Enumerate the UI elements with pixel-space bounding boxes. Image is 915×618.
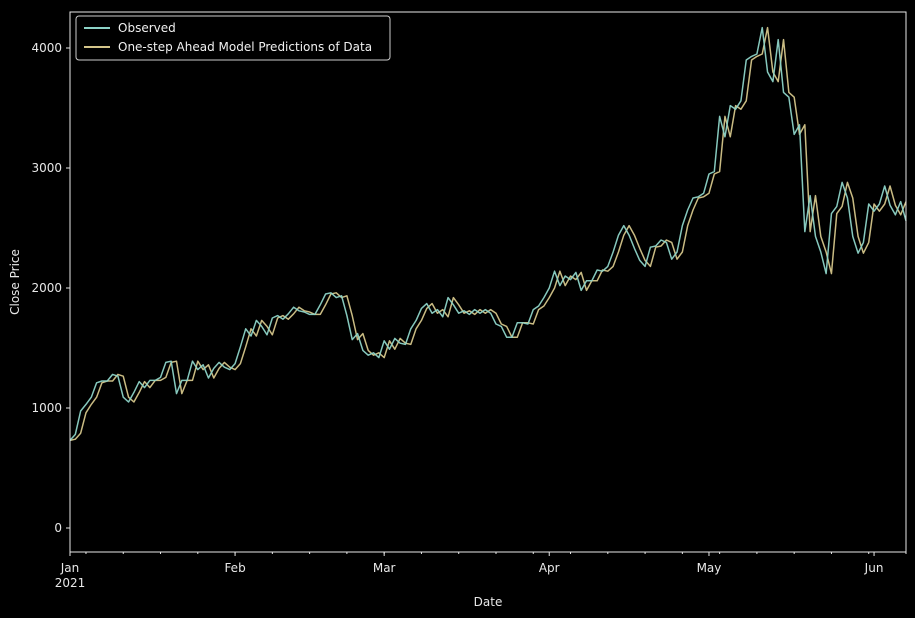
y-axis-label: Close Price: [8, 249, 22, 315]
x-tick-label: May: [697, 561, 722, 575]
plot-area-border: [69, 11, 907, 553]
legend-label-observed: Observed: [118, 21, 176, 35]
y-tick-label: 1000: [31, 401, 62, 415]
y-tick-label: 3000: [31, 161, 62, 175]
y-tick-label: 2000: [31, 281, 62, 295]
legend-box: [75, 15, 391, 61]
x-tick-label: Feb: [224, 561, 245, 575]
series-layer: [69, 26, 907, 442]
series-line-observed: [69, 26, 907, 441]
y-tick-label: 4000: [31, 41, 62, 55]
x-tick-sublabel: 2021: [55, 576, 86, 590]
x-tick-label: Apr: [539, 561, 560, 575]
x-axis-label: Date: [474, 595, 503, 609]
x-tick-label: Jan: [60, 561, 80, 575]
y-axis-ticks: 0 1000 2000 3000 4000: [31, 41, 70, 535]
y-tick-label: 0: [54, 521, 62, 535]
legend: Observed One-step Ahead Model Prediction…: [75, 15, 391, 61]
x-tick-label: Mar: [373, 561, 396, 575]
x-tick-label: Jun: [864, 561, 884, 575]
legend-label-predictions: One-step Ahead Model Predictions of Data: [118, 40, 372, 54]
